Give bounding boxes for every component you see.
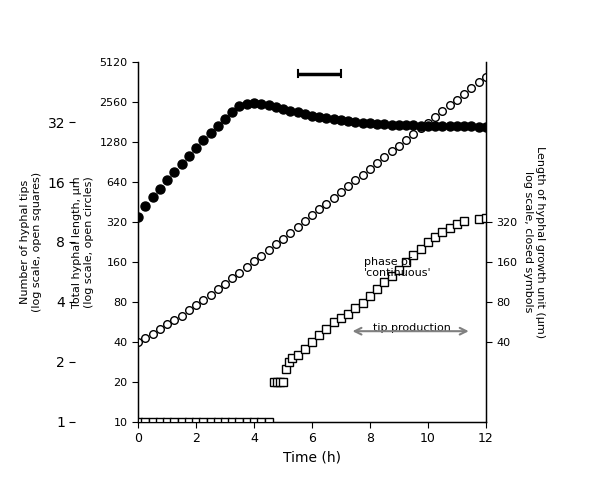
X-axis label: Time (h): Time (h) xyxy=(283,450,341,465)
Y-axis label: Total hyphal length, μm
(log scale, open circles): Total hyphal length, μm (log scale, open… xyxy=(72,176,94,308)
Text: tip production: tip production xyxy=(373,323,451,333)
Y-axis label: Length of hyphal growth unit (μm)
log scale, closed symbols: Length of hyphal growth unit (μm) log sc… xyxy=(523,146,545,338)
Y-axis label: Number of hyphal tips
(log scale, open squares): Number of hyphal tips (log scale, open s… xyxy=(20,172,41,312)
Text: phase of
'continuous': phase of 'continuous' xyxy=(364,257,432,278)
